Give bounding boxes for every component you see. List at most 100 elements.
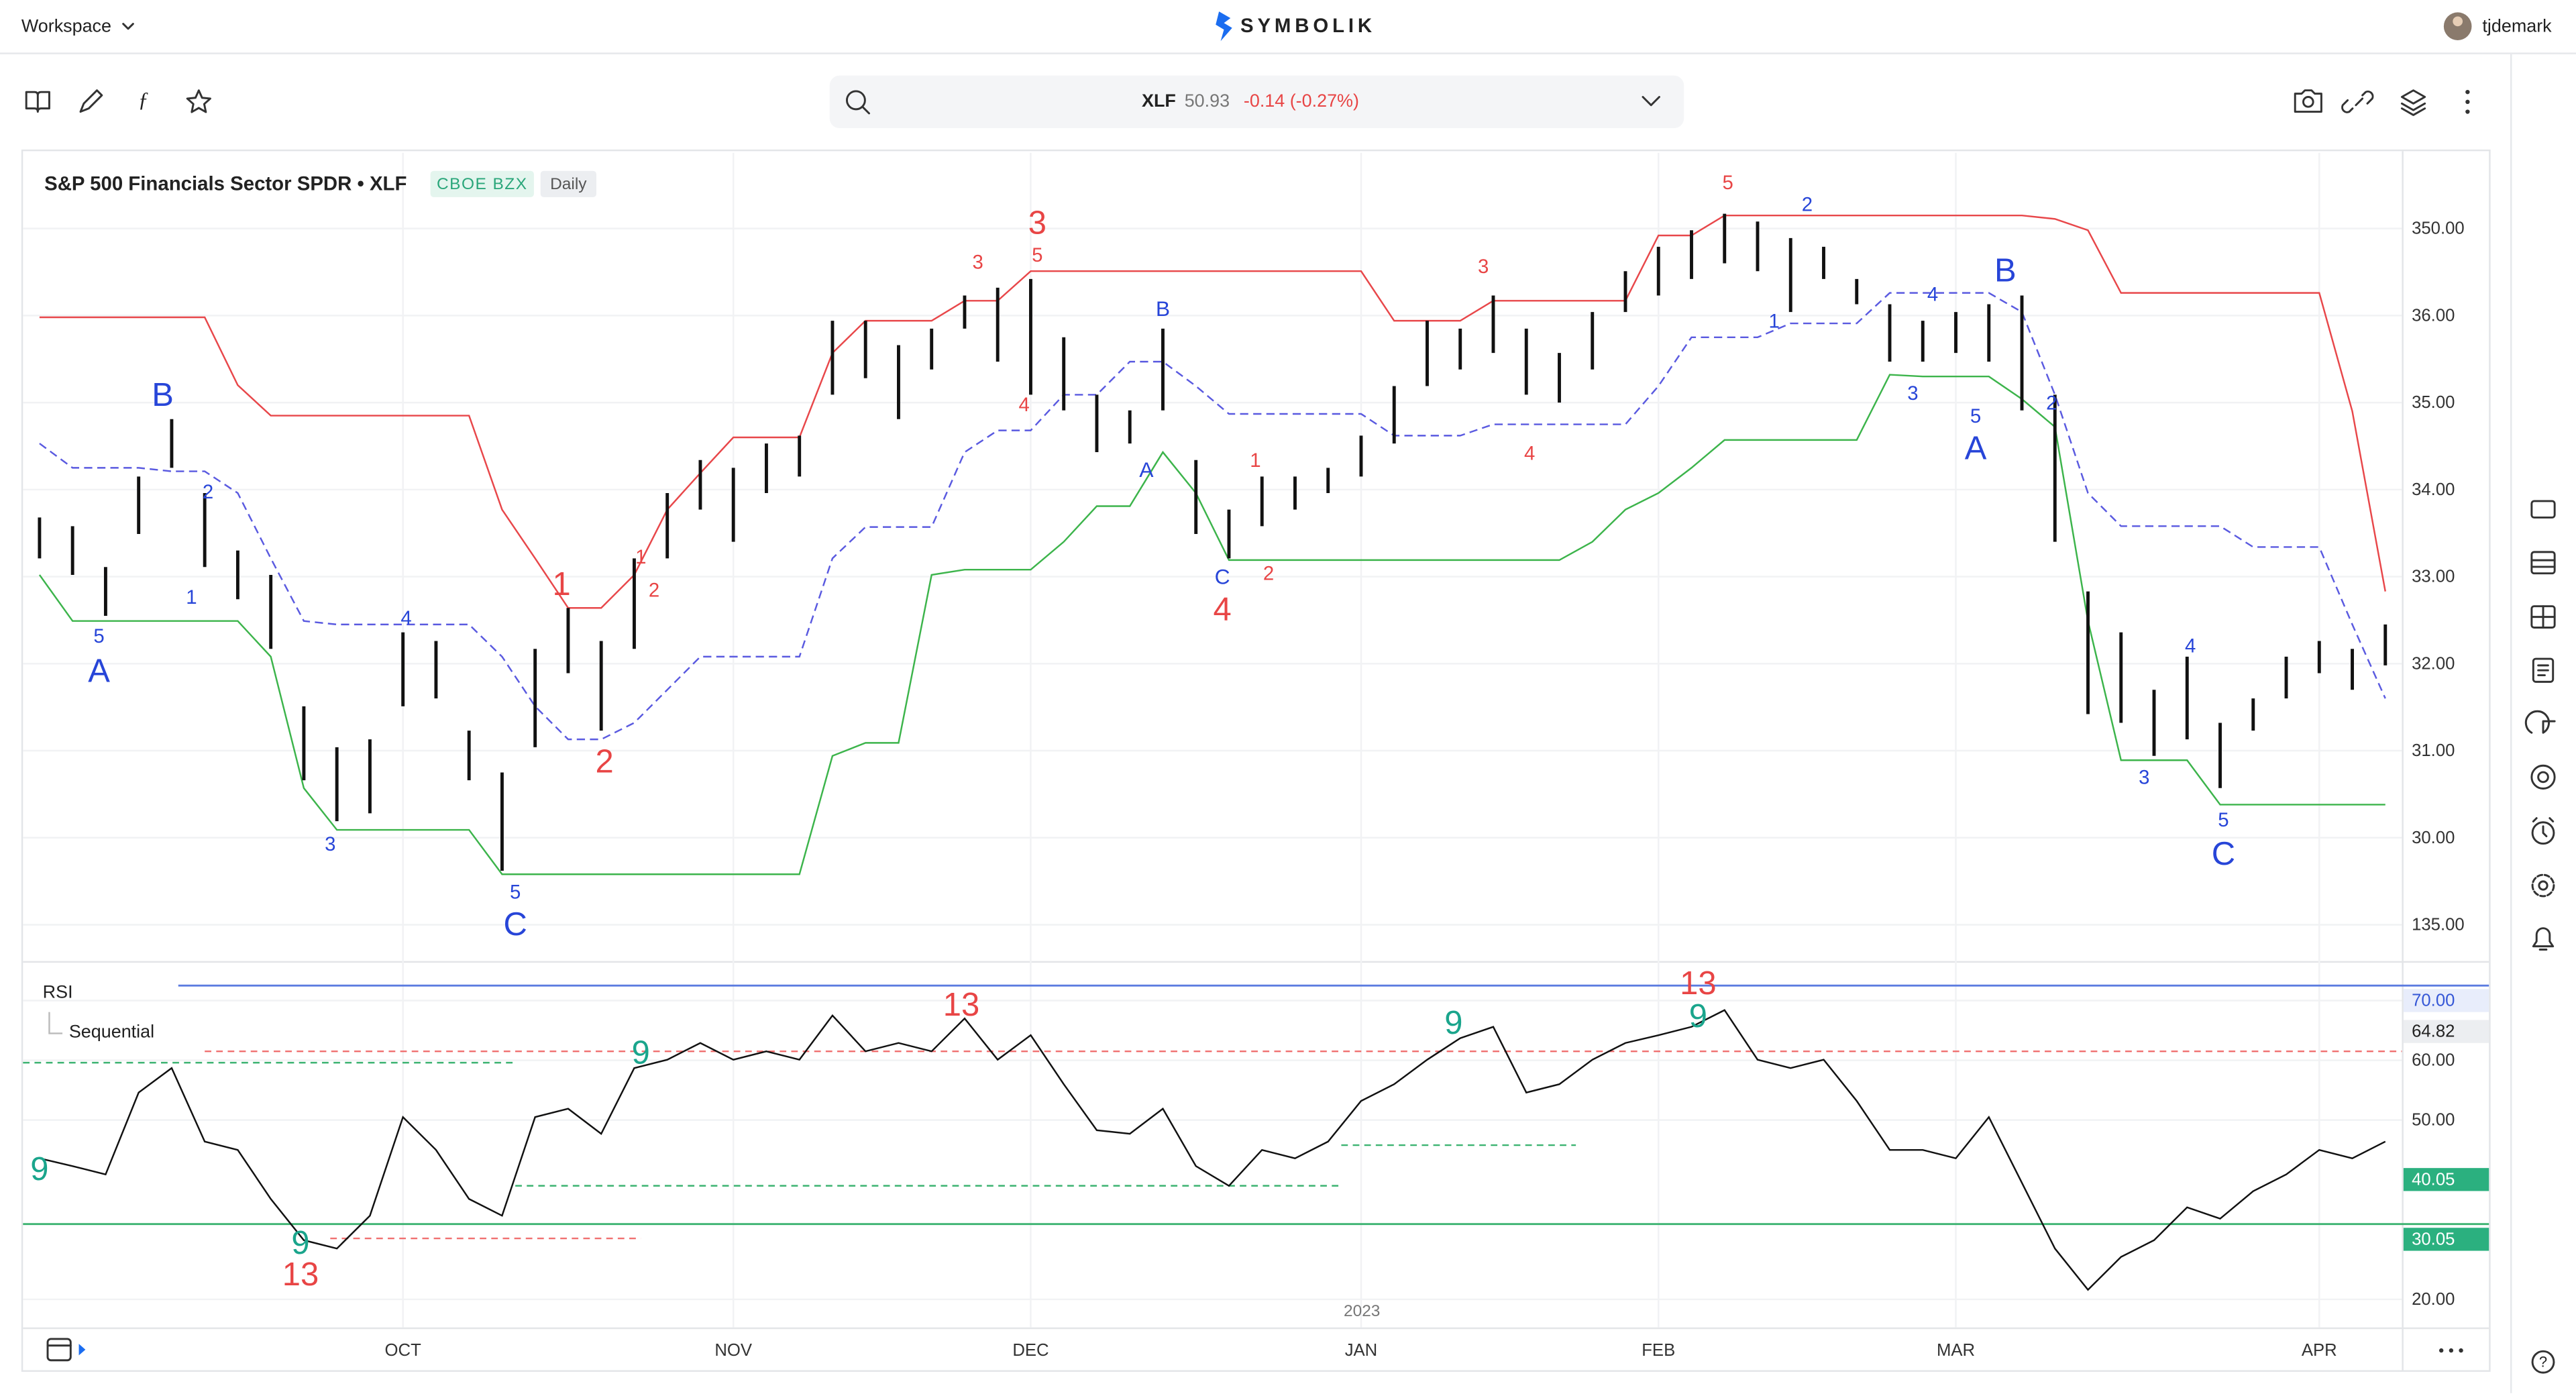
wave-label: 1 [186, 586, 197, 608]
wave-label: 3 [2139, 766, 2149, 788]
x-tick-label: OCT [385, 1341, 422, 1360]
wave-label: 1 [552, 566, 570, 602]
portfolio-icon[interactable] [2530, 500, 2556, 519]
wave-label: 4 [400, 607, 411, 629]
snapshot-lens [2302, 96, 2314, 108]
wave-label: 13 [943, 987, 979, 1023]
x-tick-label: DEC [1012, 1341, 1049, 1360]
wave-label: B [1994, 253, 2017, 289]
search-chevron[interactable] [1642, 96, 1660, 107]
wave-label: 5 [93, 625, 104, 647]
wave-label: 2 [2046, 392, 2057, 414]
chat-icon[interactable] [2524, 710, 2556, 734]
wave-label: A [1139, 458, 1154, 482]
favorite-icon[interactable] [186, 89, 211, 113]
user-avatar-face [2453, 16, 2463, 27]
alarm-icon[interactable] [2531, 821, 2555, 845]
formula-icon[interactable]: ƒ [138, 88, 149, 111]
wave-label: 2 [595, 743, 613, 780]
wave-label: 5 [1723, 172, 1733, 194]
y-tick-label: 36.00 [2412, 306, 2455, 325]
channel-line [38, 374, 2385, 875]
workspace-chevron[interactable] [122, 23, 134, 30]
notifications-icon[interactable] [2532, 927, 2555, 951]
value-badge [2403, 1168, 2489, 1191]
wave-label: 1 [635, 546, 646, 568]
wave-label: 1 [1768, 311, 1779, 333]
wave-label: A [1965, 430, 1987, 466]
exchange-tag [430, 170, 534, 197]
x-tick-label: FEB [1642, 1341, 1675, 1360]
ticker-price: 50.93 [1185, 91, 1230, 111]
notes-icon[interactable] [2532, 657, 2555, 683]
wave-label: 4 [1018, 394, 1029, 416]
user-name[interactable]: tjdemark [2482, 16, 2552, 36]
value-badge-text: 40.05 [2412, 1170, 2455, 1189]
wave-label: 5 [510, 881, 521, 904]
wave-label: 5 [1970, 405, 1981, 427]
wave-label: 9 [1444, 1005, 1462, 1041]
brand-name: SYMBOLIK [1240, 15, 1376, 37]
indicator-title: RSI [43, 982, 73, 1002]
watchlist-icon-rows [2530, 559, 2556, 568]
alarm-icon-hands [2532, 817, 2555, 838]
watchlist-icon[interactable] [2530, 551, 2556, 575]
indicator-subtitle: Sequential [69, 1021, 154, 1041]
x-tick-label: APR [2302, 1341, 2337, 1360]
library-icon[interactable] [25, 91, 50, 113]
wave-label: C [1215, 565, 1230, 589]
grid [23, 152, 2402, 1328]
wave-label: 3 [972, 251, 983, 273]
x-tick-label: MAR [1937, 1341, 1975, 1360]
help-icon[interactable] [2531, 1350, 2555, 1374]
wave-label: 5 [1032, 244, 1042, 266]
value-badge [2403, 1228, 2489, 1251]
indicator-tree-line [48, 1012, 63, 1034]
y-tick-label: 34.00 [2412, 480, 2455, 499]
target-icon[interactable] [2530, 764, 2556, 790]
channel-line [39, 292, 2386, 741]
symbol-search[interactable] [829, 75, 1684, 129]
y-tick-label: 31.00 [2412, 741, 2455, 760]
date-range-play[interactable] [78, 1344, 86, 1356]
wave-label: 13 [1680, 965, 1716, 1002]
exchange-tag-text: CBOE BZX [437, 175, 528, 193]
wave-label: 1 [1250, 449, 1260, 472]
y-tick-label: 135.00 [2412, 915, 2465, 934]
settings-icon[interactable] [2531, 873, 2555, 898]
time-axis-menu[interactable] [2439, 1348, 2463, 1353]
wave-label: A [88, 653, 110, 689]
target-icon-inner [2537, 771, 2549, 784]
workspace-menu[interactable]: Workspace [21, 16, 111, 36]
year-label: 2023 [1344, 1302, 1380, 1320]
wave-label: 2 [649, 579, 659, 601]
y-tick-label: 35.00 [2412, 393, 2455, 412]
link-icon[interactable] [2341, 91, 2374, 113]
wave-label: 3 [1028, 205, 1046, 241]
value-badge [2403, 1020, 2489, 1043]
channel-line [39, 214, 2386, 609]
draw-icon[interactable] [79, 89, 103, 113]
date-range-icon[interactable] [46, 1338, 72, 1362]
search-icon [845, 90, 866, 111]
wave-label: 2 [1802, 194, 1813, 216]
notes-icon-lines [2537, 664, 2549, 677]
wave-label: 2 [203, 481, 213, 503]
wave-label: 9 [30, 1151, 48, 1187]
y-tick-label: 32.00 [2412, 654, 2455, 673]
wave-label: 13 [282, 1256, 319, 1293]
wave-label: 9 [291, 1225, 309, 1261]
snapshot-icon[interactable] [2294, 89, 2322, 113]
wave-label: B [1156, 297, 1170, 321]
wave-label: 4 [1214, 591, 1232, 627]
wave-label: C [503, 906, 527, 943]
y-tick-label: 350.00 [2412, 219, 2465, 238]
value-badge-text: 30.05 [2412, 1230, 2455, 1248]
chart-title: S&P 500 Financials Sector SPDR • XLF [44, 172, 407, 195]
wave-label: 9 [1689, 998, 1707, 1034]
layers-icon[interactable] [2400, 89, 2426, 116]
wave-label: C [2212, 836, 2235, 872]
more-menu[interactable] [2465, 89, 2470, 114]
interval-tag [540, 170, 596, 197]
